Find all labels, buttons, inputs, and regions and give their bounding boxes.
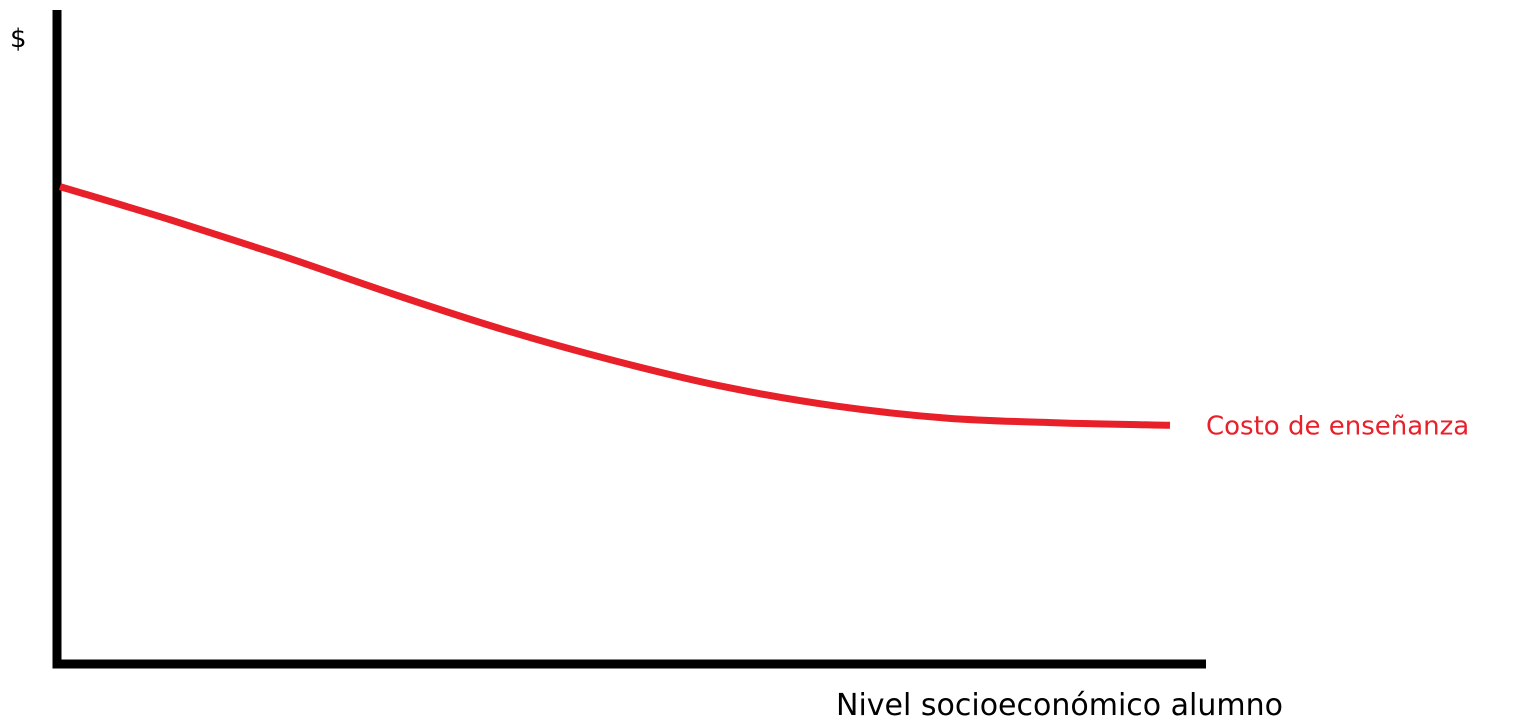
series-layer: Costo de enseñanza — [58, 183, 1469, 441]
x-axis-label: Nivel socioeconómico alumno — [836, 688, 1283, 722]
series-label: Costo de enseñanza — [1206, 411, 1469, 441]
y-axis-label: $ — [10, 24, 27, 54]
chart-axes — [52, 10, 1206, 669]
series-line-costo-de-ensenanza — [58, 183, 1171, 429]
